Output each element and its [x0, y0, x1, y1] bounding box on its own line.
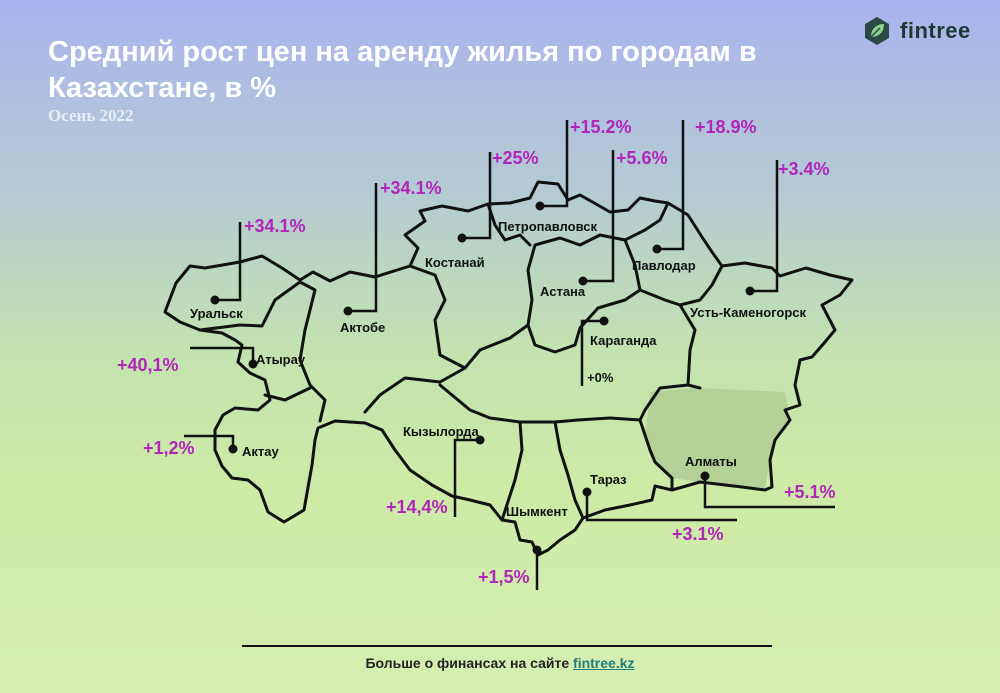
callout-line: [453, 438, 480, 517]
city-value: +34.1%: [244, 216, 306, 236]
region-border: [678, 303, 702, 390]
callout-line: [540, 120, 569, 208]
city-label: Костанай: [425, 255, 485, 270]
city-dot: [700, 471, 710, 481]
footer-text: Больше о финансах на сайте: [365, 655, 570, 671]
city-label: Шымкент: [506, 504, 568, 519]
city-dot: [475, 435, 485, 445]
city-label: Уральск: [190, 306, 243, 321]
city-label: Павлодар: [632, 258, 696, 273]
city-value: +34.1%: [380, 178, 442, 198]
region-border: [623, 201, 670, 242]
city-label: Кызылорда: [403, 424, 479, 439]
city-label: Актау: [242, 444, 279, 459]
city-dot: [248, 359, 258, 369]
region-border: [263, 386, 312, 402]
callouts-layer: Уральск +34.1% Актобе +34.1% Костанай +25% Пет…: [117, 117, 836, 590]
region-border: [526, 238, 642, 354]
city-dot: [599, 316, 609, 326]
country-border: [163, 180, 854, 557]
city-dot: [210, 295, 220, 305]
city-label: Актобе: [340, 320, 385, 335]
region-border: [198, 280, 302, 332]
city-value: +40,1%: [117, 355, 179, 375]
region-border: [553, 420, 585, 520]
city-dot: [745, 286, 755, 296]
page-title: Средний рост цен на аренду жилья по горо…: [48, 36, 757, 104]
callout-line: [583, 150, 615, 283]
region-border: [298, 280, 327, 423]
city-value: +18.9%: [695, 117, 757, 137]
region-border: [463, 233, 627, 370]
city-value: +15.2%: [570, 117, 632, 137]
city-value: +1,2%: [143, 438, 195, 458]
city-value: +5.1%: [784, 482, 836, 502]
city-dot: [457, 233, 467, 243]
city-dot: [582, 487, 592, 497]
city-value: +3.1%: [672, 524, 724, 544]
city-dot: [578, 276, 588, 286]
city-label: Тараз: [590, 472, 627, 487]
callout-line: [580, 319, 604, 386]
city-label: Караганда: [590, 333, 657, 348]
callout-line: [585, 492, 737, 522]
region-border: [486, 202, 532, 247]
city-dot: [532, 545, 542, 555]
city-label: Астана: [540, 284, 586, 299]
leaf-icon: [865, 17, 889, 45]
callout-line: [750, 160, 779, 293]
city-label: Петропавловск: [498, 219, 597, 234]
callout-line: [657, 120, 685, 251]
callout-line: [348, 183, 378, 313]
logo-text: fintree: [900, 18, 971, 43]
callout-line: [215, 222, 242, 302]
region-border: [638, 418, 674, 492]
region-border: [438, 383, 690, 424]
city-value: +14,4%: [386, 497, 448, 517]
region-border: [638, 264, 724, 307]
footer-divider: [242, 645, 772, 647]
callout-line: [190, 346, 255, 364]
callout-line: [462, 152, 492, 240]
footer-link[interactable]: fintree.kz: [573, 655, 635, 671]
city-value: +1,5%: [478, 567, 530, 587]
city-label: Усть-Каменогорск: [690, 305, 807, 320]
footer: Больше о финансах на сайте fintree.kz: [0, 655, 1000, 671]
callout-line: [703, 476, 835, 509]
region-border: [363, 264, 467, 414]
city-dot: [343, 306, 353, 316]
region-border: [500, 420, 524, 522]
city-dot: [228, 444, 238, 454]
page-subtitle: Осень 2022: [48, 106, 134, 125]
south-region-shade: [645, 388, 790, 490]
city-dot: [652, 244, 662, 254]
city-label: Алматы: [685, 454, 737, 469]
city-value: +0%: [587, 370, 614, 385]
city-dot: [535, 201, 545, 211]
city-value: +3.4%: [778, 159, 830, 179]
logo[interactable]: fintree: [862, 16, 971, 46]
city-value: +25%: [492, 148, 539, 168]
city-value: +5.6%: [616, 148, 668, 168]
city-label: Атырау: [256, 352, 306, 367]
